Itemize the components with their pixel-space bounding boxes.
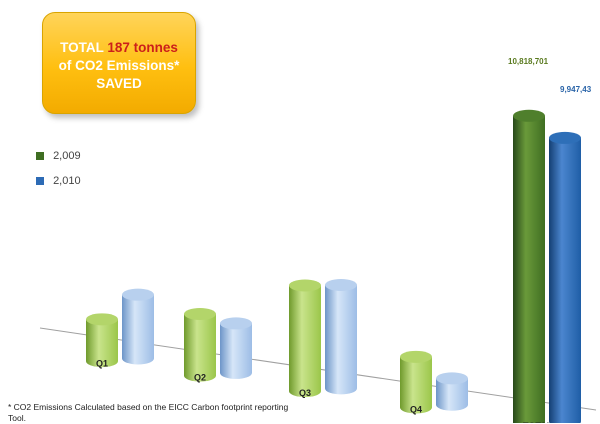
category-label-total: TOTAL (523, 421, 553, 423)
bar-q3-series1 (289, 279, 321, 398)
bar-q1-series2 (122, 288, 154, 365)
legend-swatch-2010 (36, 177, 44, 186)
legend-swatch-2009 (36, 152, 44, 161)
data-label-total-1: 10,818,701 (508, 57, 549, 66)
category-label-q3: Q3 (299, 388, 311, 398)
legend-label-2010: 2,010 (53, 175, 81, 187)
category-label-q2: Q2 (194, 373, 206, 383)
callout-line3: SAVED (96, 76, 142, 91)
legend-label-2009: 2,009 (53, 150, 81, 162)
data-label-total-2: 9,947,43 (560, 85, 592, 94)
callout-line2: of CO2 Emissions* (58, 58, 180, 73)
legend-item-2009: 2,009 (36, 150, 81, 164)
bar-total-series1 (513, 109, 545, 423)
bar-q3-series2 (325, 278, 357, 395)
bar-q4-series1 (400, 350, 432, 414)
category-label-q4: Q4 (410, 405, 422, 415)
legend-item-2010: 2,010 (36, 175, 81, 189)
bar-q4-series2 (436, 372, 468, 411)
total-savings-callout: TOTAL 187 tonnes of CO2 Emissions* SAVED (42, 12, 196, 114)
callout-highlight: 187 tonnes (107, 40, 178, 55)
bar-total-series2 (549, 131, 581, 423)
bar-q2-series1 (184, 307, 216, 382)
bar-q1-series1 (86, 313, 118, 368)
category-label-q1: Q1 (96, 358, 108, 368)
footnote: * CO2 Emissions Calculated based on the … (8, 402, 289, 423)
bar-q2-series2 (220, 317, 252, 379)
callout-prefix: TOTAL (60, 40, 104, 55)
